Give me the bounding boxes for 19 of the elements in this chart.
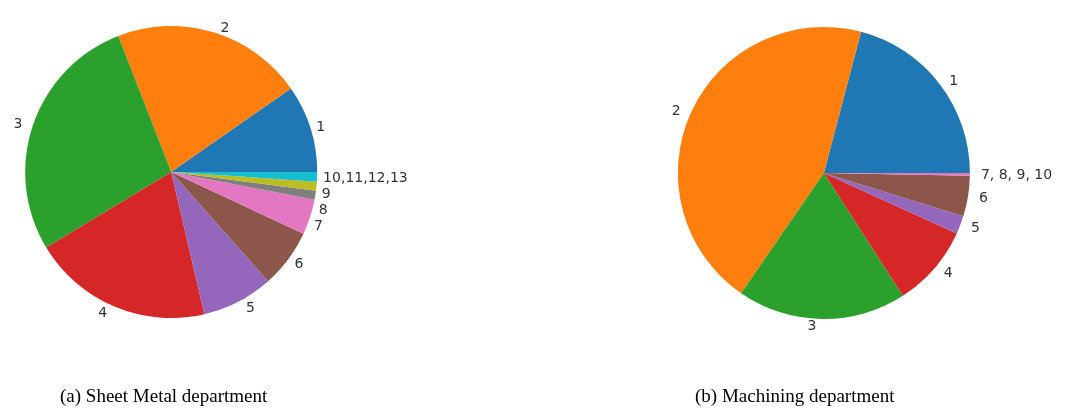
slice-label: 4 bbox=[98, 304, 108, 321]
text: (b) Machining department bbox=[695, 385, 896, 407]
text: (a) Sheet Metal department bbox=[60, 385, 269, 407]
slice-label: 5 bbox=[970, 219, 980, 236]
slice-label: 1 bbox=[949, 72, 959, 89]
slice-label: 6 bbox=[978, 189, 988, 206]
slice-label: 8 bbox=[318, 201, 328, 218]
slice-label: 2 bbox=[220, 18, 230, 35]
slice-label: 2 bbox=[671, 101, 681, 118]
slice-label: 3 bbox=[807, 316, 817, 333]
slice-label: 6 bbox=[294, 254, 304, 271]
slice-label: 9 bbox=[321, 185, 331, 202]
slice-label: 3 bbox=[13, 114, 23, 131]
slice-label: 7, 8, 9, 10 bbox=[980, 166, 1053, 183]
slice-label: 7 bbox=[314, 217, 323, 234]
slice-label: 5 bbox=[246, 299, 255, 315]
slice-label: 4 bbox=[943, 264, 953, 281]
slice-label: 1 bbox=[316, 118, 326, 135]
slice-label: 10,11,12,13 bbox=[323, 169, 408, 186]
